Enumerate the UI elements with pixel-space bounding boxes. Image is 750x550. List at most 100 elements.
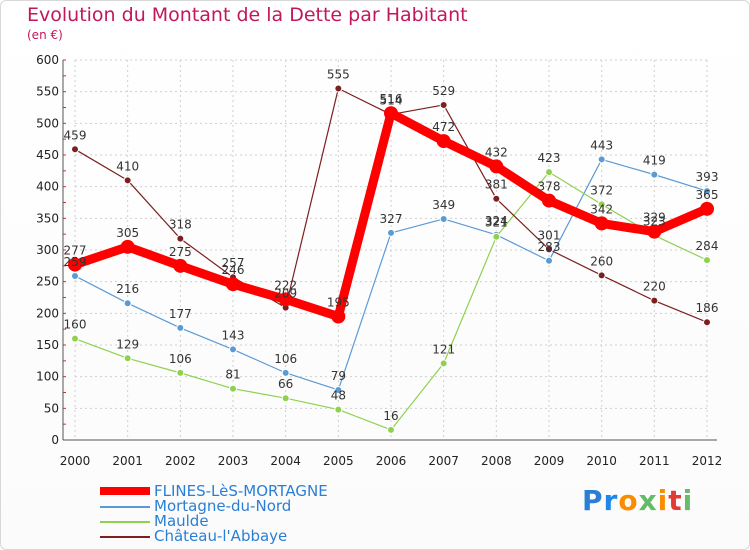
legend-label: Maulde bbox=[154, 512, 209, 530]
data-point bbox=[597, 200, 606, 209]
data-point bbox=[278, 292, 293, 307]
x-tick-label: 2004 bbox=[270, 454, 301, 468]
data-label: 260 bbox=[590, 254, 613, 268]
data-label: 349 bbox=[432, 198, 455, 212]
data-label: 160 bbox=[64, 318, 87, 332]
data-point bbox=[334, 84, 343, 93]
data-point bbox=[281, 394, 290, 403]
data-label: 301 bbox=[538, 228, 561, 242]
data-point bbox=[176, 368, 185, 377]
chart-subtitle: (en €) bbox=[27, 28, 63, 42]
data-label: 216 bbox=[116, 282, 139, 296]
x-tick-label: 2006 bbox=[376, 454, 407, 468]
data-point bbox=[703, 318, 711, 327]
data-point bbox=[68, 257, 82, 272]
x-tick-label: 2002 bbox=[165, 454, 196, 468]
data-point bbox=[334, 385, 343, 394]
x-tick-label: 2000 bbox=[60, 454, 91, 468]
data-point bbox=[123, 176, 132, 185]
y-tick-label: 200 bbox=[36, 306, 59, 320]
data-point bbox=[123, 299, 132, 308]
data-label: 529 bbox=[432, 84, 455, 98]
data-point bbox=[176, 234, 185, 243]
data-point bbox=[489, 159, 504, 174]
data-point bbox=[439, 214, 448, 223]
y-tick-label: 450 bbox=[36, 148, 59, 162]
logo-letter: i bbox=[682, 484, 694, 517]
data-label: 365 bbox=[696, 188, 719, 202]
data-point bbox=[176, 323, 185, 332]
logo-letter: r bbox=[603, 484, 619, 517]
logo-letter: t bbox=[668, 484, 683, 517]
data-label: 305 bbox=[116, 226, 139, 240]
data-label: 318 bbox=[169, 218, 192, 232]
y-tick-label: 150 bbox=[36, 338, 59, 352]
data-point bbox=[597, 155, 606, 164]
y-tick-label: 0 bbox=[51, 433, 59, 447]
data-label: 209 bbox=[274, 287, 297, 301]
data-point bbox=[123, 354, 132, 363]
y-tick-label: 550 bbox=[36, 85, 59, 99]
x-tick-label: 2012 bbox=[692, 454, 723, 468]
legend-swatch bbox=[100, 506, 150, 508]
data-label: 259 bbox=[64, 255, 87, 269]
x-tick-label: 2005 bbox=[323, 454, 354, 468]
data-point bbox=[71, 145, 79, 154]
x-tick-label: 2011 bbox=[639, 454, 670, 468]
y-tick-label: 400 bbox=[36, 180, 59, 194]
data-label: 324 bbox=[485, 214, 508, 228]
data-label: 323 bbox=[643, 214, 666, 228]
data-label: 246 bbox=[222, 263, 245, 277]
x-tick-label: 2008 bbox=[481, 454, 512, 468]
data-label: 472 bbox=[432, 120, 455, 134]
data-label: 66 bbox=[278, 377, 293, 391]
logo-letter: x bbox=[638, 484, 658, 517]
logo-letter: P bbox=[582, 484, 604, 517]
data-label: 514 bbox=[380, 93, 403, 107]
logo-letter: i bbox=[657, 484, 669, 517]
data-label: 432 bbox=[485, 145, 508, 159]
data-label: 81 bbox=[225, 368, 240, 382]
data-label: 277 bbox=[64, 244, 87, 258]
data-label: 321 bbox=[485, 216, 508, 230]
data-point bbox=[703, 187, 711, 196]
logo-letter: o bbox=[618, 484, 639, 517]
data-label: 381 bbox=[485, 178, 508, 192]
data-label: 106 bbox=[274, 352, 297, 366]
data-point bbox=[334, 405, 343, 414]
data-point bbox=[71, 334, 79, 343]
data-point bbox=[71, 271, 79, 280]
data-label: 257 bbox=[222, 256, 245, 270]
data-point bbox=[226, 277, 240, 292]
data-label: 555 bbox=[327, 68, 350, 82]
x-tick-label: 2001 bbox=[112, 454, 143, 468]
data-point bbox=[173, 258, 188, 273]
data-label: 143 bbox=[222, 328, 245, 342]
y-tick-label: 500 bbox=[36, 116, 59, 130]
data-label: 516 bbox=[380, 92, 403, 106]
data-label: 275 bbox=[169, 245, 192, 259]
data-point bbox=[597, 271, 606, 280]
data-point bbox=[647, 224, 662, 239]
data-label: 16 bbox=[383, 409, 398, 423]
data-label: 79 bbox=[331, 369, 346, 383]
data-point bbox=[594, 216, 609, 231]
data-label: 459 bbox=[64, 128, 87, 142]
legend-swatch bbox=[100, 521, 150, 523]
data-point bbox=[545, 256, 553, 265]
data-label: 283 bbox=[538, 240, 561, 254]
legend-label: FLINES-LèS-MORTAGNE bbox=[154, 482, 328, 500]
y-tick-label: 100 bbox=[36, 370, 59, 384]
legend-label: Mortagne-du-Nord bbox=[154, 497, 292, 515]
legend-swatch bbox=[100, 536, 150, 538]
data-point bbox=[387, 425, 395, 434]
legend-label: Château-l'Abbaye bbox=[154, 527, 288, 545]
data-label: 284 bbox=[696, 239, 719, 253]
data-point bbox=[650, 296, 659, 305]
y-tick-label: 600 bbox=[36, 53, 59, 67]
data-point bbox=[542, 193, 556, 208]
data-label: 372 bbox=[590, 183, 613, 197]
data-label: 177 bbox=[169, 307, 192, 321]
data-label: 342 bbox=[590, 202, 613, 216]
data-label: 410 bbox=[116, 159, 139, 173]
